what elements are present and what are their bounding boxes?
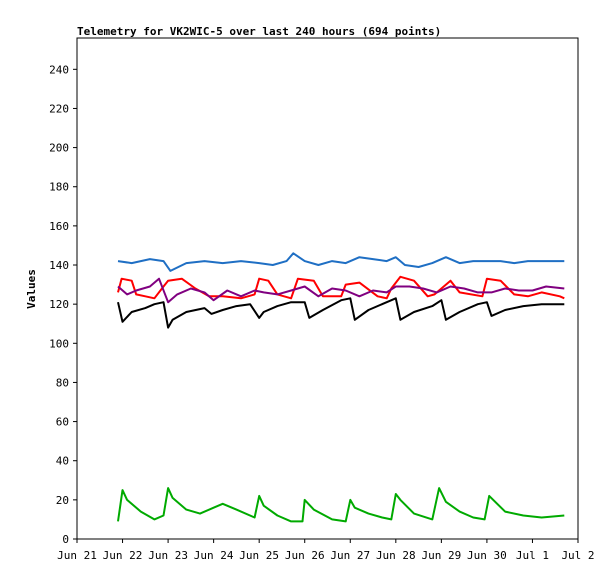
- x-tick-label: Jun 28: [376, 549, 416, 562]
- series-line-1: [117, 252, 565, 272]
- y-axis-label: Values: [25, 269, 38, 309]
- y-tick-label: 160: [49, 220, 69, 233]
- x-tick-label: Jul 1: [516, 549, 549, 562]
- y-tick-label: 80: [56, 376, 69, 389]
- y-tick-label: 220: [49, 102, 69, 115]
- x-tick-label: Jun 26: [285, 549, 325, 562]
- x-tick-label: Jul 2: [561, 549, 594, 562]
- series-lines: [117, 252, 565, 523]
- y-tick-label: 180: [49, 181, 69, 194]
- plot-area-frame: [76, 37, 579, 540]
- x-tick-label: Jun 22: [103, 549, 143, 562]
- y-tick-label: 60: [56, 416, 69, 429]
- x-tick-label: Jun 21: [57, 549, 97, 562]
- y-tick-label: 200: [49, 142, 69, 155]
- x-tick-label: Jun 29: [421, 549, 461, 562]
- y-tick-label: 100: [49, 337, 69, 350]
- x-tick-label: Jun 24: [194, 549, 234, 562]
- series-line-4: [117, 297, 565, 329]
- x-tick-label: Jun 25: [239, 549, 279, 562]
- y-tick-label: 140: [49, 259, 69, 272]
- y-tick-label: 240: [49, 63, 69, 76]
- y-tick-label: 20: [56, 494, 69, 507]
- series-line-2: [117, 275, 565, 300]
- x-tick-label: Jun 30: [467, 549, 507, 562]
- y-tick-label: 120: [49, 298, 69, 311]
- chart-title: Telemetry for VK2WIC-5 over last 240 hou…: [77, 25, 441, 38]
- x-tick-label: Jun 23: [148, 549, 188, 562]
- y-tick-label: 40: [56, 455, 69, 468]
- x-tick-label: Jun 27: [330, 549, 370, 562]
- series-line-5: [117, 487, 565, 523]
- y-tick-label: 0: [62, 533, 69, 546]
- series-line-3: [117, 277, 565, 304]
- x-axis-ticks: Jun 21 Jun 22 Jun 23 Jun 24 Jun 25 Jun 26 Jun …: [57, 539, 595, 562]
- y-axis-ticks: 0 20 40 60 80 100 120 140 160 180 200 220 240: [49, 63, 77, 546]
